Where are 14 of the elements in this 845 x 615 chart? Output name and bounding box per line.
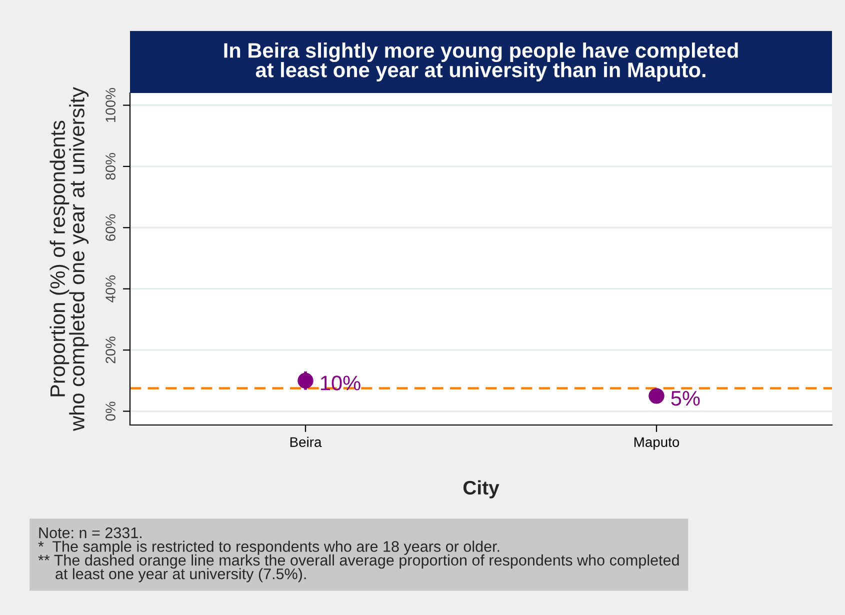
y-tick-label: 40% — [106, 275, 116, 302]
y-tick-label: 80% — [106, 153, 116, 180]
x-tick-label: Maputo — [634, 437, 680, 450]
x-axis-title: City — [463, 480, 500, 498]
data-label: 10% — [320, 376, 360, 390]
y-axis-title: Proportion (%) of respondents who completed one year at university — [50, 87, 89, 431]
x-tick-label: Beira — [290, 436, 322, 448]
chart-title: In Beira slightly more young people have completed at least one year at university than in Maputo. — [224, 42, 738, 82]
y-tick-label: 20% — [106, 336, 116, 364]
data-label: 5% — [671, 391, 700, 406]
y-tick-label: 100% — [106, 88, 116, 122]
y-tick-label: 60% — [106, 214, 116, 241]
text: Note: n = 2331. * The sample is restricted to respondents who are 18 years or older. ** The dashed orange line marks the overall average proportion of respondents who completed at least one year at university (7.5%). — [38, 527, 679, 582]
y-tick-label: 0% — [106, 402, 116, 421]
